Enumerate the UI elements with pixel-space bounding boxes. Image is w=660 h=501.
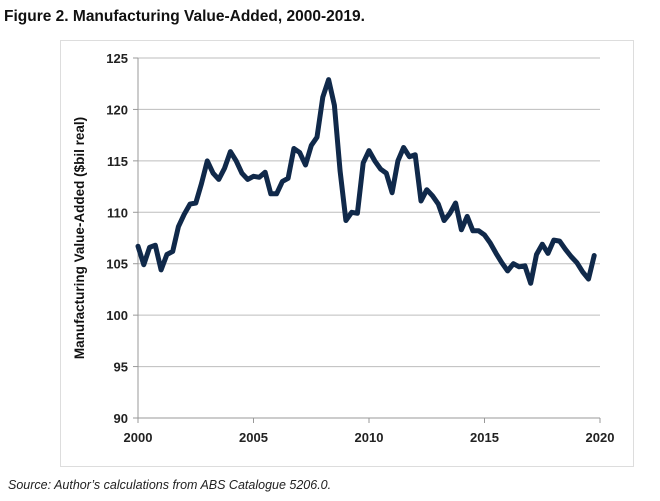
x-tick-label: 2000 [124, 430, 153, 445]
y-tick-label: 90 [114, 411, 128, 426]
x-tick-label: 2010 [355, 430, 384, 445]
figure-title: Figure 2. Manufacturing Value-Added, 200… [4, 8, 365, 25]
x-tick-label: 2015 [470, 430, 499, 445]
y-tick-label: 110 [107, 205, 128, 220]
y-tick-label: 120 [106, 102, 128, 117]
y-tick-label: 105 [106, 257, 128, 272]
x-tick-label: 2005 [239, 430, 268, 445]
y-tick-label: 100 [106, 308, 128, 323]
y-tick-label: 125 [106, 51, 128, 66]
y-tick-label: 115 [107, 154, 128, 169]
y-tick-label: 95 [114, 360, 128, 375]
x-tick-label: 2020 [586, 430, 615, 445]
series-line [135, 77, 597, 286]
chart-frame [60, 40, 634, 467]
y-axis-label: Manufacturing Value-Added ($bil real) [72, 117, 87, 359]
source-note: Source: Author’s calculations from ABS C… [8, 478, 332, 492]
